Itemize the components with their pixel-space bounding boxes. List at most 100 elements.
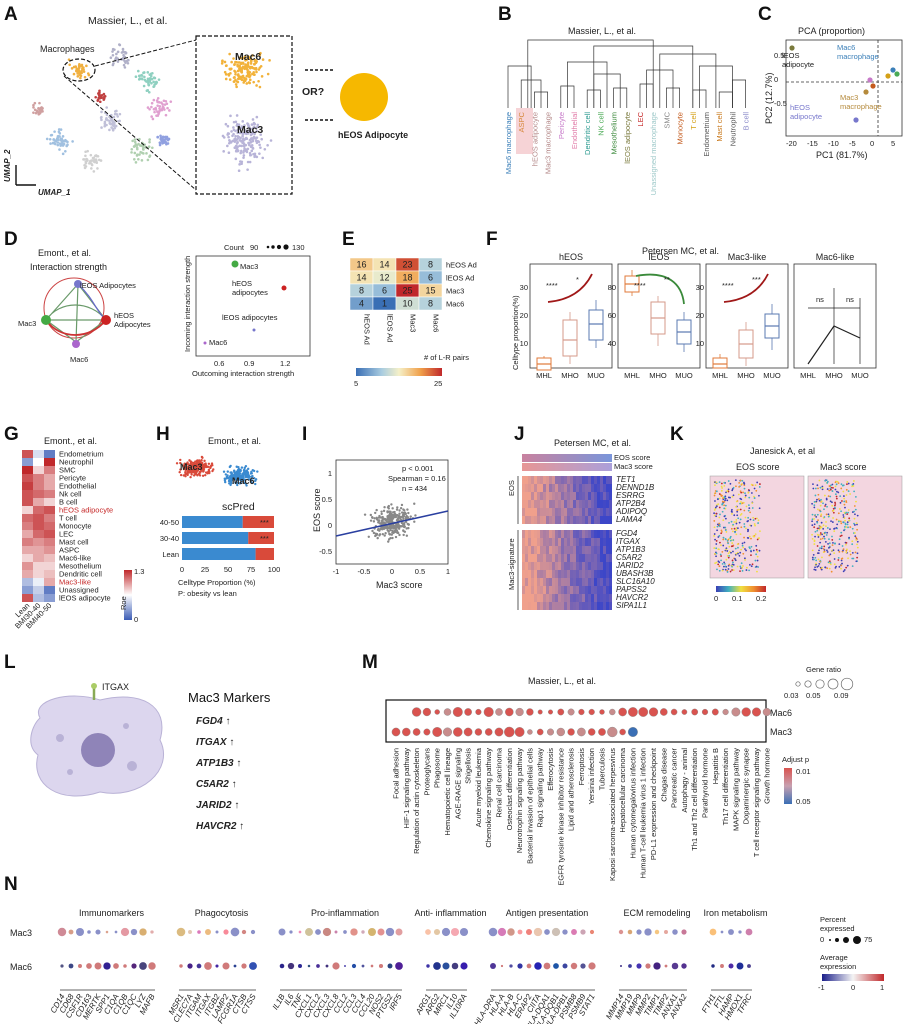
scpred-mac6-cell xyxy=(247,467,250,471)
scpred-mac6-cell xyxy=(242,478,245,481)
j-expr-cell xyxy=(585,484,588,492)
k-spot xyxy=(735,505,738,508)
i-point xyxy=(407,526,410,530)
j-expr-cell xyxy=(525,554,528,562)
k-spot xyxy=(845,551,848,554)
dendro-branch xyxy=(567,61,608,108)
j-expr-cell xyxy=(546,492,549,500)
umap-cell xyxy=(118,112,122,116)
m-dot-mac6 xyxy=(751,707,762,717)
j-expr-cell xyxy=(522,538,525,546)
heat-value: 14 xyxy=(356,273,366,283)
n-dot-mac3 xyxy=(459,927,469,937)
k-tick: 0 xyxy=(714,594,718,603)
k-spot xyxy=(814,566,816,569)
j-expr-cell xyxy=(594,484,597,492)
j-expr-cell xyxy=(564,484,567,492)
f-ylabel: Celltype proportion(%) xyxy=(511,295,520,370)
n-dot-mac6 xyxy=(78,964,82,968)
j-expr-cell xyxy=(591,570,594,578)
k-spot xyxy=(820,526,823,529)
j-expr-cell xyxy=(534,530,537,538)
cell-vesicle xyxy=(127,761,137,771)
count-label: Count xyxy=(224,243,245,252)
j-expr-cell xyxy=(561,530,564,538)
umap-cell xyxy=(134,161,138,164)
umap-cell xyxy=(83,75,87,79)
j-expr-cell xyxy=(534,554,537,562)
k-spot xyxy=(821,485,824,488)
k-spot xyxy=(840,564,843,567)
mac6-cell xyxy=(259,51,262,55)
j-gene-labels: TET1DENND1BESRRGATP2B4ADIPOQLAMA4FGD4ITG… xyxy=(615,475,655,610)
point-label-leos: lEOS adipocytes xyxy=(222,313,278,322)
i-point xyxy=(402,511,405,515)
k-spot xyxy=(715,515,718,518)
k-spot xyxy=(739,490,742,493)
k-spot xyxy=(837,520,840,523)
umap-cell xyxy=(138,137,141,141)
j-expr-cell xyxy=(591,538,594,546)
n-dot-mac3 xyxy=(223,929,229,935)
heat-value: 23 xyxy=(402,260,412,270)
umap-cell xyxy=(96,167,99,170)
count-size-2 xyxy=(271,245,275,249)
k-spot xyxy=(820,545,823,548)
i-point xyxy=(371,529,374,533)
umap-cell xyxy=(59,138,62,142)
j-expr-cell xyxy=(558,594,561,602)
j-expr-cell xyxy=(582,538,585,546)
k-spot xyxy=(828,489,831,492)
m-term-label: Hepatitis B xyxy=(711,748,720,784)
d-xtick: 0.6 xyxy=(214,359,224,368)
j-expr-cell xyxy=(555,578,558,586)
gr-tick: 0.09 xyxy=(834,691,849,700)
k-spot xyxy=(721,502,724,505)
mac6-cell xyxy=(243,55,247,58)
dendro-leaf-label: B cell xyxy=(742,112,751,131)
dendro-leaf-label: SMC xyxy=(662,111,671,128)
k-spot xyxy=(757,566,759,568)
k-spot xyxy=(722,519,725,522)
k-spot xyxy=(823,545,826,548)
k-spot xyxy=(744,496,747,499)
k-spot xyxy=(847,482,850,485)
pct-tick-max: 75 xyxy=(864,935,872,944)
roe-cell xyxy=(33,586,44,594)
k-spot xyxy=(831,539,834,541)
k-spot xyxy=(713,514,716,517)
j-expr-cell xyxy=(555,500,558,508)
umap-cell xyxy=(150,101,154,105)
m-term-label: Human cytomegalovirus infection xyxy=(628,748,637,858)
k-spot xyxy=(735,521,737,523)
k-spot xyxy=(817,519,819,522)
n-dot-mac6 xyxy=(148,962,156,970)
i-point xyxy=(383,534,386,537)
k-spot xyxy=(854,535,857,538)
j-expr-cell xyxy=(546,500,549,508)
k-spot xyxy=(816,529,819,532)
n-dot-mac3 xyxy=(361,930,365,934)
j-expr-cell xyxy=(552,554,555,562)
panel-labels: A B C D E F G H I J K L M N xyxy=(4,4,772,895)
j-expr-cell xyxy=(540,546,543,554)
mac3-marker: ITGAX ↑ xyxy=(196,737,234,748)
j-expr-cell xyxy=(525,562,528,570)
n-dot-mac3 xyxy=(433,928,441,936)
n-group-title: Phagocytosis xyxy=(195,908,249,918)
k-spot xyxy=(832,509,835,512)
j-expr-cell xyxy=(609,594,612,602)
j-expr-cell xyxy=(573,562,576,570)
j-score-cell xyxy=(600,463,603,471)
pca-point xyxy=(789,45,795,51)
k-spot xyxy=(732,550,734,553)
k-spot xyxy=(812,558,815,561)
j-score-cell xyxy=(582,463,585,471)
i-xtick: -1 xyxy=(333,567,340,576)
k-spot xyxy=(736,514,739,517)
k-spot xyxy=(819,560,821,563)
k-spot xyxy=(811,556,814,559)
h-subtitle: scPred xyxy=(222,501,255,513)
k-spot xyxy=(819,486,822,489)
scpred-mac3-cell xyxy=(204,473,207,477)
